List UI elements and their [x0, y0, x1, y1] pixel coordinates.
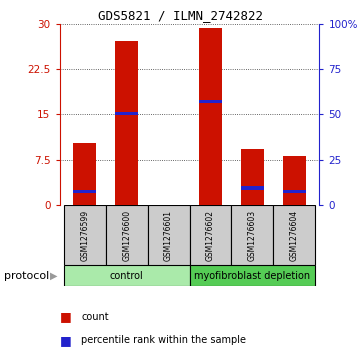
Text: GSM1276602: GSM1276602: [206, 209, 215, 261]
Bar: [115, 112, 138, 115]
Bar: [231, 205, 273, 265]
Text: GSM1276601: GSM1276601: [164, 209, 173, 261]
Text: myofibroblast depletion: myofibroblast depletion: [194, 270, 310, 281]
Text: GSM1276599: GSM1276599: [80, 209, 89, 261]
Text: GDS5821 / ILMN_2742822: GDS5821 / ILMN_2742822: [98, 9, 263, 22]
Bar: [199, 100, 222, 103]
Text: percentile rank within the sample: percentile rank within the sample: [81, 335, 246, 346]
Bar: [73, 143, 96, 205]
Bar: [283, 190, 306, 193]
Text: control: control: [110, 270, 144, 281]
Text: GSM1276603: GSM1276603: [248, 209, 257, 261]
Text: ■: ■: [60, 310, 71, 323]
Bar: [199, 28, 222, 205]
Bar: [115, 41, 138, 205]
Bar: [148, 205, 190, 265]
Bar: [64, 265, 190, 286]
Bar: [190, 265, 315, 286]
Text: count: count: [81, 312, 109, 322]
Text: GSM1276600: GSM1276600: [122, 209, 131, 261]
Bar: [283, 156, 306, 205]
Bar: [241, 150, 264, 205]
Bar: [273, 205, 315, 265]
Bar: [190, 205, 231, 265]
Text: GSM1276604: GSM1276604: [290, 209, 299, 261]
Bar: [241, 186, 264, 189]
Bar: [106, 205, 148, 265]
Text: protocol: protocol: [4, 270, 49, 281]
Bar: [64, 205, 106, 265]
Text: ▶: ▶: [50, 270, 57, 281]
Bar: [73, 190, 96, 193]
Text: ■: ■: [60, 334, 71, 347]
